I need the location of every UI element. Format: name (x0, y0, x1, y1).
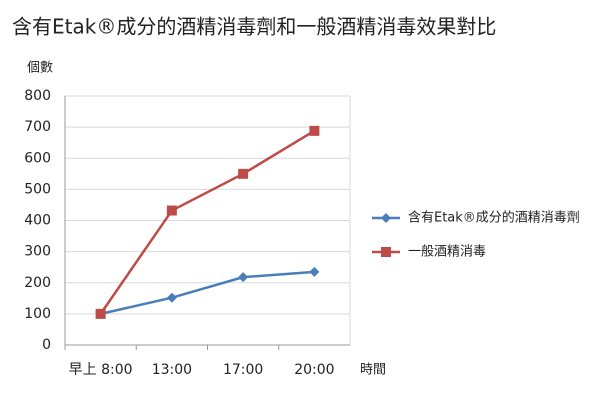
x-tick-label: 早上 8:00 (69, 362, 133, 378)
x-tick-label: 20:00 (294, 362, 334, 378)
y-tick-label: 800 (24, 88, 51, 104)
chart-title: 含有Etak®成分的酒精消毒劑和一般酒精消毒效果對比 (12, 15, 496, 39)
data-point (166, 292, 177, 303)
x-axis-label: 時間 (360, 363, 386, 378)
y-tick-label: 0 (42, 337, 51, 353)
legend-label: 含有Etak®成分的酒精消毒劑 (408, 210, 580, 226)
y-tick-label: 200 (24, 275, 51, 291)
x-tick-label: 13:00 (152, 362, 192, 378)
x-tick-label: 17:00 (223, 362, 263, 378)
y-tick-label: 500 (24, 181, 51, 197)
legend-label: 一般酒精消毒 (408, 244, 486, 260)
data-point (309, 125, 320, 136)
legend-marker (381, 213, 391, 223)
y-tick-label: 700 (24, 119, 51, 135)
y-tick-label: 100 (24, 306, 51, 322)
y-axis-label: 個數 (27, 61, 53, 76)
data-point (166, 205, 177, 216)
data-point (238, 272, 249, 283)
data-point (95, 308, 106, 319)
data-point (309, 266, 320, 277)
data-point (238, 168, 249, 179)
y-tick-label: 600 (24, 150, 51, 166)
y-tick-label: 300 (24, 244, 51, 260)
y-tick-label: 400 (24, 213, 51, 229)
series-line (100, 270, 315, 316)
legend-marker (381, 247, 391, 257)
series-line (99, 129, 316, 315)
